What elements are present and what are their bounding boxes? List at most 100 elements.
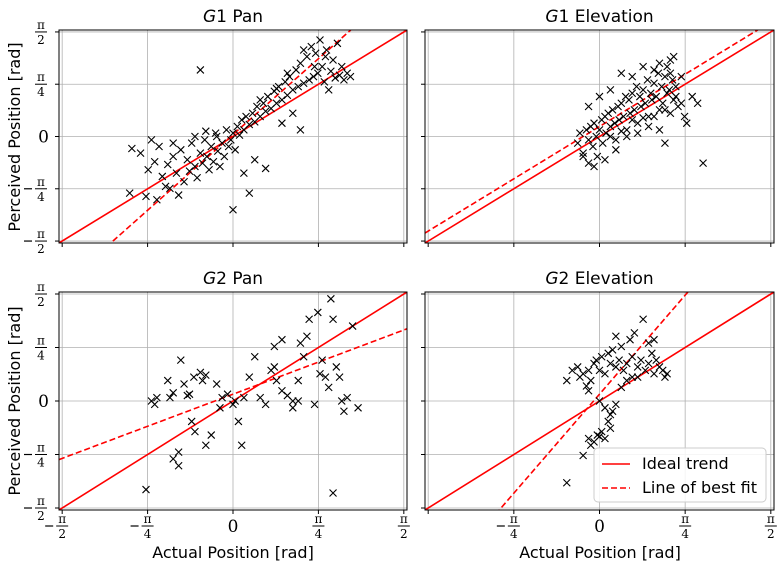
data-point [633,129,642,138]
data-point [661,139,669,148]
data-point [253,102,261,111]
tick-denominator: 2 [58,527,66,541]
data-point [329,489,337,497]
tick-denominator: 4 [510,527,518,541]
data-point [231,145,240,154]
data-point [310,400,319,409]
data-point [185,390,194,399]
data-point [242,112,250,121]
data-point [658,366,667,375]
tick-numerator: π [37,175,45,189]
data-point [222,125,231,134]
data-point [256,96,265,104]
data-point [619,366,628,375]
data-point [639,113,648,122]
data-point [655,125,664,134]
best-fit-line [59,328,407,461]
data-point [270,342,279,351]
data-point [584,386,593,395]
best-fit-line [109,30,352,243]
data-point [617,342,626,351]
tick-denominator: 4 [37,456,45,470]
data-point [316,369,324,378]
data-point [229,129,237,138]
data-point [666,109,675,118]
data-point [272,376,281,385]
y-axis-label: Perceived Position [rad] [5,306,24,495]
data-point [216,403,224,412]
plot-area [59,292,407,510]
data-point [176,145,185,154]
data-point [597,427,606,436]
y-tick-label: π2 [35,18,47,47]
data-point [176,356,185,365]
data-point [617,99,626,108]
tick-denominator: 4 [315,527,323,541]
data-point [174,191,183,199]
data-point [299,46,308,54]
data-point [250,352,259,361]
data-point [622,359,631,368]
data-point [161,182,170,191]
data-point [633,373,642,382]
data-point [657,82,666,91]
data-point [337,62,346,71]
ideal-trend-line [425,30,774,243]
data-point [608,346,617,354]
data-point [658,99,667,108]
data-point [166,393,174,402]
data-point [633,363,642,371]
plot-area [59,30,407,243]
ideal-trend-line [59,292,407,510]
data-point [348,322,357,330]
x-tick-label: 0 [228,517,239,537]
data-point [663,369,672,378]
y-tick-label: π2 [35,280,47,309]
data-point [611,363,620,371]
panel-title: G1 Elevation [545,7,653,27]
tick-numerator: π [37,280,45,294]
data-point [305,315,314,324]
legend: Ideal trend Line of best fit [593,447,767,503]
data-point [335,373,344,382]
x-tick-label: π2 [764,512,777,541]
data-point [174,448,183,456]
data-point [296,59,305,68]
data-point [299,79,308,88]
data-point [586,376,595,385]
data-point [169,139,178,148]
tick-denominator: 4 [681,527,689,541]
data-point [331,74,340,82]
data-point [281,78,290,86]
data-point [163,376,172,385]
data-point [693,99,702,108]
data-point [628,373,637,382]
data-point [628,72,637,81]
x-tick-label: π2 [397,512,410,541]
data-point [665,86,674,94]
data-point [562,478,571,487]
data-point [218,393,227,402]
data-point [147,135,156,144]
data-point [590,359,598,368]
data-point [593,152,602,161]
data-point [637,356,645,365]
data-point [313,69,322,78]
data-point [169,152,178,161]
data-point [326,67,335,76]
x-tick-label: π4 [130,512,154,541]
data-point [606,410,615,419]
data-point [590,119,598,128]
data-point [321,52,330,61]
y-tick-label: π4 [35,70,47,99]
data-point [201,127,210,136]
data-point [669,96,678,104]
data-point [261,400,270,409]
data-point [606,132,615,141]
data-point [233,122,242,131]
data-point [661,373,669,382]
data-point [272,99,281,108]
data-point [245,120,254,129]
data-point [635,92,644,101]
